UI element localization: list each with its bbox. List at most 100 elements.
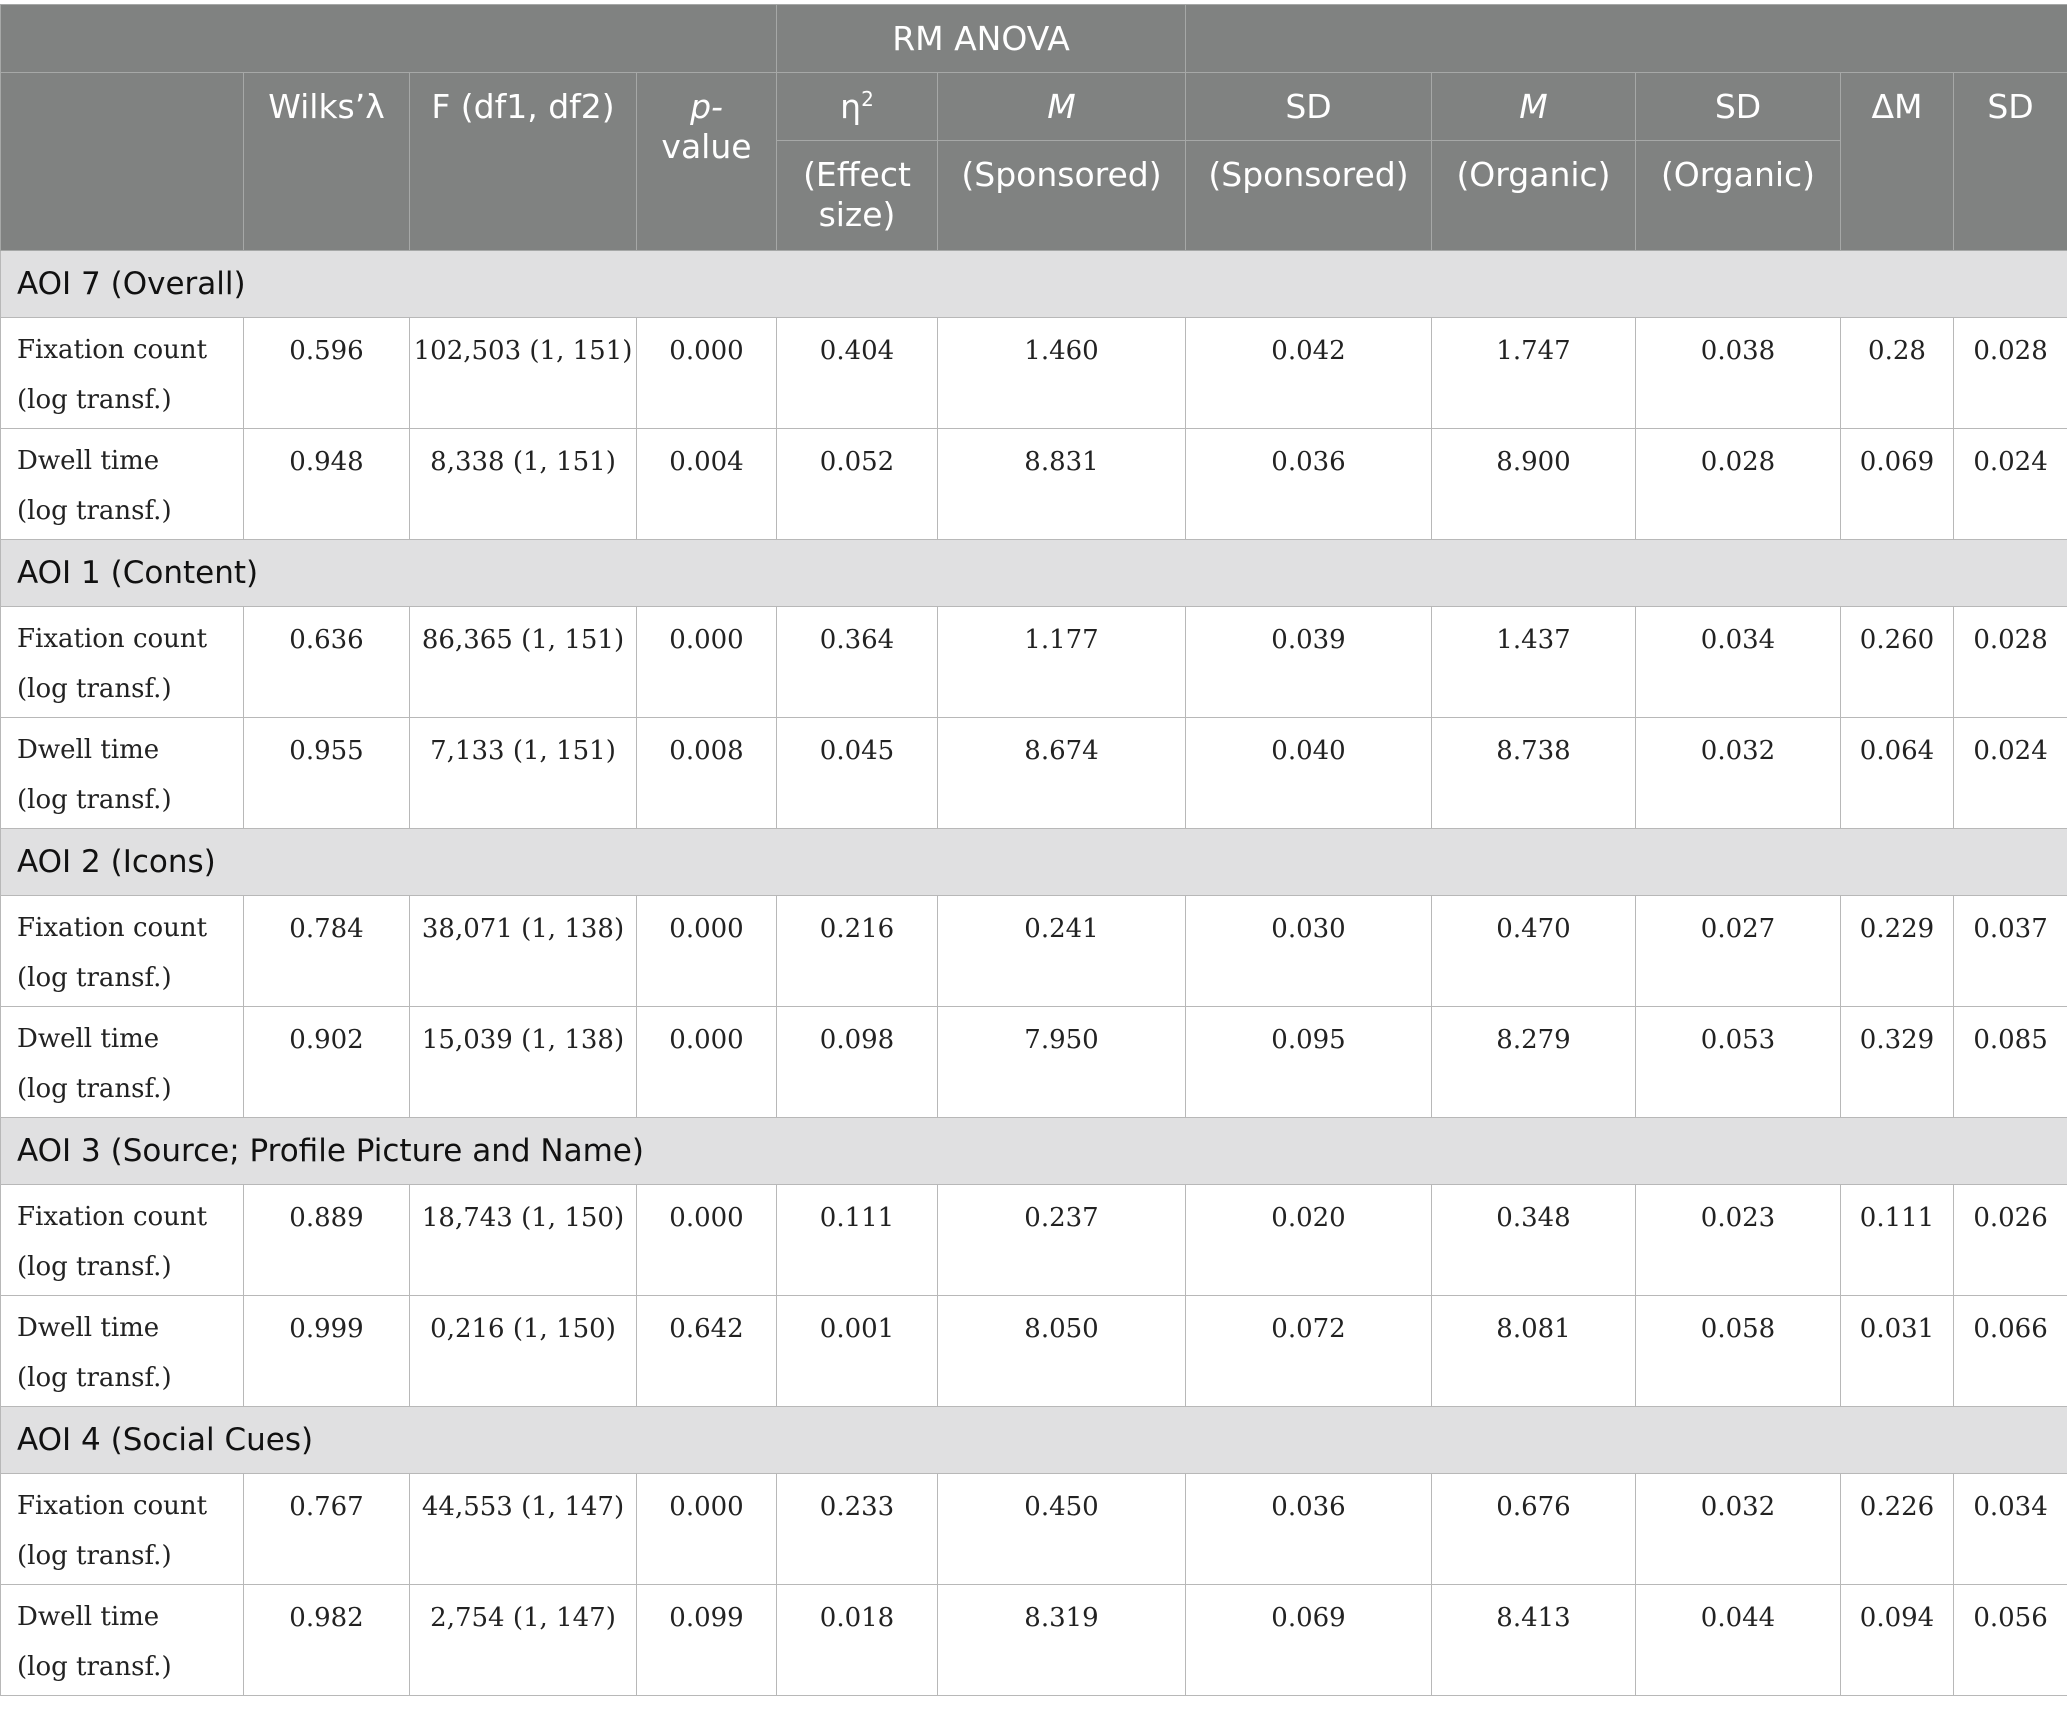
header-blank (0, 4, 777, 73)
cell-sd-sponsored: 0.036 (1185, 1473, 1432, 1585)
cell-m-organic: 8.738 (1431, 717, 1636, 829)
table-row: Dwell time (log transf.) 0.955 7,133 (1, … (0, 717, 2067, 829)
header-m-organic-bottom: (Organic) (1431, 140, 1636, 251)
header-eta-symbol: η (840, 86, 862, 126)
cell-eta: 0.098 (776, 1006, 938, 1118)
cell-m-sponsored: 8.319 (937, 1584, 1186, 1696)
header-sd-organic-bottom: (Organic) (1635, 140, 1841, 251)
row-label-line2: (log transf.) (17, 674, 172, 704)
row-label-line2: (log transf.) (17, 785, 172, 815)
cell-wilks: 0.902 (243, 1006, 410, 1118)
row-label: Dwell time (log transf.) (0, 1295, 244, 1407)
row-label-line2: (log transf.) (17, 496, 172, 526)
header-sd: SD (1952, 72, 2067, 251)
cell-sd-organic: 0.032 (1635, 717, 1841, 829)
header-p-value: p-value (636, 72, 777, 251)
table-row: Fixation count (log transf.) 0.767 44,553… (0, 1473, 2067, 1585)
cell-wilks: 0.999 (243, 1295, 410, 1407)
row-label-line1: Dwell time (17, 1602, 160, 1632)
row-label: Dwell time (log transf.) (0, 428, 244, 540)
cell-delta-m: 0.28 (1840, 317, 1954, 429)
table-row: Fixation count (log transf.) 0.596 102,50… (0, 317, 2067, 429)
cell-sd-sponsored: 0.069 (1185, 1584, 1432, 1696)
cell-f: 102,503 (1, 151) (409, 317, 637, 429)
header-eta-sup: 2 (861, 86, 874, 111)
cell-m-organic: 8.279 (1431, 1006, 1636, 1118)
cell-p-value: 0.000 (636, 895, 777, 1007)
cell-delta-m: 0.094 (1840, 1584, 1954, 1696)
row-label-line1: Dwell time (17, 1313, 160, 1343)
cell-sd: 0.085 (1952, 1006, 2067, 1118)
row-label-line1: Fixation count (17, 624, 208, 654)
cell-f: 15,039 (1, 138) (409, 1006, 637, 1118)
cell-m-sponsored: 0.241 (937, 895, 1186, 1007)
cell-sd-sponsored: 0.095 (1185, 1006, 1432, 1118)
cell-m-sponsored: 1.177 (937, 606, 1186, 718)
row-label: Dwell time (log transf.) (0, 1584, 244, 1696)
cell-f: 7,133 (1, 151) (409, 717, 637, 829)
table-row: Fixation count (log transf.) 0.889 18,743… (0, 1184, 2067, 1296)
cell-sd: 0.034 (1952, 1473, 2067, 1585)
cell-f: 0,216 (1, 150) (409, 1295, 637, 1407)
cell-eta: 0.364 (776, 606, 938, 718)
section-row: AOI 4 (Social Cues) (0, 1406, 2067, 1474)
cell-delta-m: 0.260 (1840, 606, 1954, 718)
row-label-line2: (log transf.) (17, 1541, 172, 1571)
cell-sd-organic: 0.058 (1635, 1295, 1841, 1407)
cell-delta-m: 0.064 (1840, 717, 1954, 829)
row-label: Fixation count (log transf.) (0, 606, 244, 718)
cell-wilks: 0.955 (243, 717, 410, 829)
section-title: AOI 7 (Overall) (0, 250, 2067, 318)
cell-m-sponsored: 0.450 (937, 1473, 1186, 1585)
cell-p-value: 0.642 (636, 1295, 777, 1407)
cell-delta-m: 0.031 (1840, 1295, 1954, 1407)
cell-eta: 0.018 (776, 1584, 938, 1696)
row-label-line2: (log transf.) (17, 1074, 172, 1104)
cell-delta-m: 0.329 (1840, 1006, 1954, 1118)
cell-p-value: 0.000 (636, 606, 777, 718)
row-label: Fixation count (log transf.) (0, 317, 244, 429)
row-label-line1: Dwell time (17, 1024, 160, 1054)
table-row: Dwell time (log transf.) 0.948 8,338 (1, … (0, 428, 2067, 540)
cell-sd-sponsored: 0.036 (1185, 428, 1432, 540)
cell-sd: 0.028 (1952, 606, 2067, 718)
cell-eta: 0.001 (776, 1295, 938, 1407)
cell-sd-sponsored: 0.030 (1185, 895, 1432, 1007)
header-p-line1: p- (690, 87, 723, 126)
row-label-line1: Fixation count (17, 335, 208, 365)
cell-m-sponsored: 8.674 (937, 717, 1186, 829)
cell-p-value: 0.000 (636, 1473, 777, 1585)
cell-m-sponsored: 8.831 (937, 428, 1186, 540)
cell-delta-m: 0.226 (1840, 1473, 1954, 1585)
section-title: AOI 1 (Content) (0, 539, 2067, 607)
row-label-line1: Dwell time (17, 735, 160, 765)
cell-wilks: 0.784 (243, 895, 410, 1007)
rm-anova-table: RM ANOVA Wilks’λ F (df1, df2) p-value η2… (0, 4, 2067, 1696)
cell-sd-organic: 0.044 (1635, 1584, 1841, 1696)
cell-delta-m: 0.111 (1840, 1184, 1954, 1296)
cell-wilks: 0.948 (243, 428, 410, 540)
cell-m-organic: 0.676 (1431, 1473, 1636, 1585)
header-eta: η2 (776, 72, 938, 141)
cell-f: 2,754 (1, 147) (409, 1584, 637, 1696)
cell-p-value: 0.000 (636, 1006, 777, 1118)
cell-eta: 0.052 (776, 428, 938, 540)
header-sd-organic-top: SD (1635, 72, 1841, 141)
table-row: Dwell time (log transf.) 0.999 0,216 (1, … (0, 1295, 2067, 1407)
section-title: AOI 3 (Source; Profile Picture and Name) (0, 1117, 2067, 1185)
row-label-line2: (log transf.) (17, 385, 172, 415)
row-label-line2: (log transf.) (17, 963, 172, 993)
cell-sd-organic: 0.028 (1635, 428, 1841, 540)
rm-anova-group-header: RM ANOVA (776, 4, 1186, 73)
section-row: AOI 2 (Icons) (0, 828, 2067, 896)
header-m-sponsored-top: M (937, 72, 1186, 141)
cell-m-organic: 1.747 (1431, 317, 1636, 429)
cell-sd-organic: 0.027 (1635, 895, 1841, 1007)
header-delta-m: ΔM (1840, 72, 1954, 251)
cell-sd: 0.026 (1952, 1184, 2067, 1296)
cell-p-value: 0.000 (636, 1184, 777, 1296)
cell-sd-organic: 0.038 (1635, 317, 1841, 429)
cell-p-value: 0.004 (636, 428, 777, 540)
cell-p-value: 0.099 (636, 1584, 777, 1696)
row-label: Dwell time (log transf.) (0, 717, 244, 829)
